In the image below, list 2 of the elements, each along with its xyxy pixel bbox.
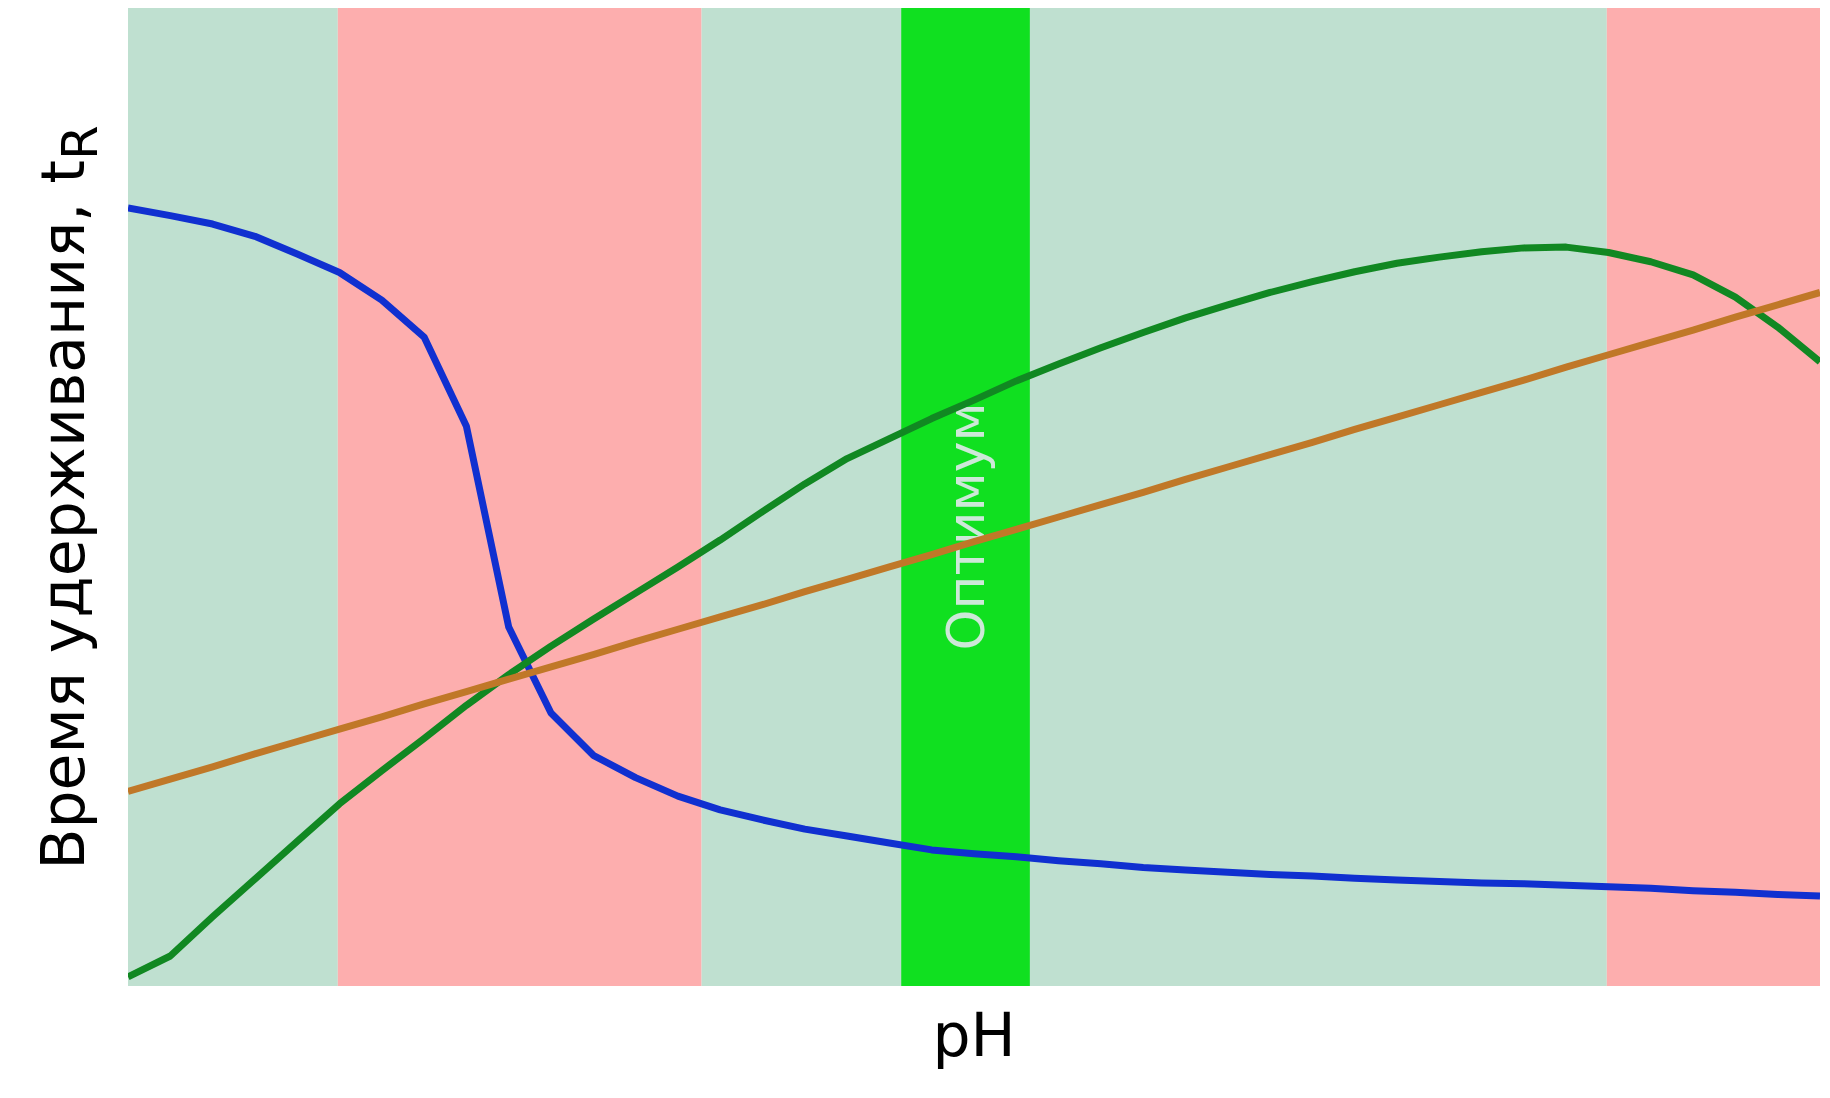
annotation: Оптимум	[935, 402, 996, 651]
x-axis-title: pH	[931, 1000, 1017, 1070]
